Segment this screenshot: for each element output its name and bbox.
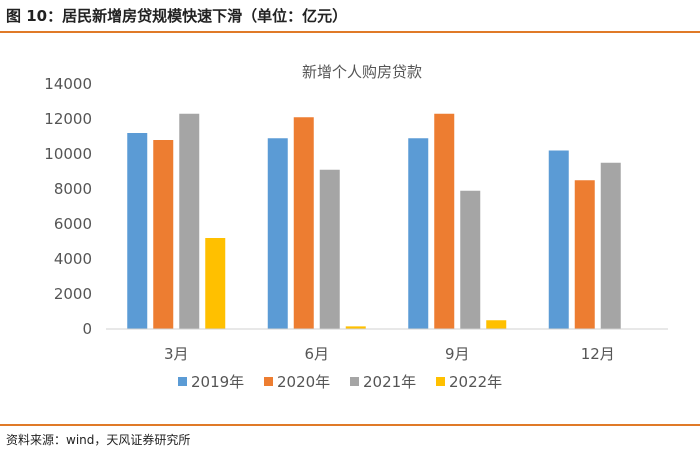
legend-label: 2020年 — [277, 373, 330, 391]
chart-title: 新增个人购房贷款 — [302, 63, 422, 81]
bar — [179, 113, 200, 329]
bar-series-group — [127, 113, 621, 329]
x-tick-label: 3月 — [164, 345, 189, 363]
y-tick-label: 14000 — [44, 75, 92, 93]
legend-swatch — [350, 377, 359, 386]
bar — [267, 138, 288, 329]
y-tick-label: 12000 — [44, 110, 92, 128]
bar — [486, 320, 507, 329]
bar — [548, 150, 569, 329]
y-tick-label: 6000 — [54, 215, 92, 233]
figure-title: 图 10：居民新增房贷规模快速下滑（单位：亿元） — [6, 7, 348, 25]
legend: 2019年 2020年 2021年 2022年 — [178, 373, 502, 391]
bar — [319, 169, 340, 329]
x-tick-label: 6月 — [304, 345, 329, 363]
bar — [574, 180, 595, 329]
x-tick-label: 9月 — [445, 345, 470, 363]
y-tick-label: 8000 — [54, 180, 92, 198]
bar — [600, 162, 621, 329]
y-tick-label: 4000 — [54, 250, 92, 268]
y-tick-label: 10000 — [44, 145, 92, 163]
bar — [460, 190, 481, 329]
legend-swatch — [264, 377, 273, 386]
legend-label: 2021年 — [363, 373, 416, 391]
source-note: 资料来源：wind，天风证券研究所 — [6, 433, 191, 447]
bar — [293, 117, 314, 329]
y-tick-label: 0 — [82, 320, 92, 338]
x-axis: 3月 6月 9月 12月 — [164, 345, 615, 363]
y-axis: 0 2000 4000 6000 8000 10000 12000 14000 — [44, 75, 92, 338]
bar — [408, 138, 429, 329]
y-tick-label: 2000 — [54, 285, 92, 303]
bar — [153, 140, 174, 329]
x-tick-label: 12月 — [581, 345, 615, 363]
legend-swatch — [436, 377, 445, 386]
bar — [205, 238, 226, 329]
top-divider — [0, 31, 700, 33]
legend-label: 2022年 — [449, 373, 502, 391]
bar — [434, 113, 455, 329]
chart: 新增个人购房贷款 0 2000 4000 6000 8000 10000 12000 1400… — [44, 63, 668, 391]
bar — [127, 133, 148, 329]
legend-swatch — [178, 377, 187, 386]
bar — [345, 326, 366, 329]
legend-label: 2019年 — [191, 373, 244, 391]
bottom-divider — [0, 424, 700, 426]
